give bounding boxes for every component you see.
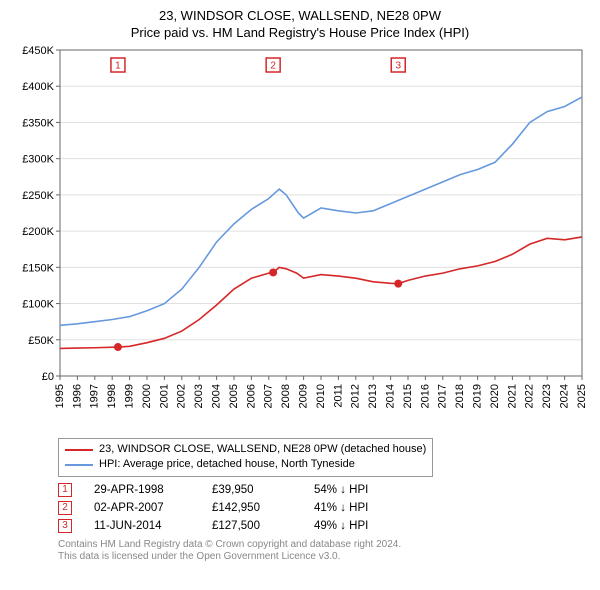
svg-text:2025: 2025 xyxy=(576,384,588,408)
footer-line: This data is licensed under the Open Gov… xyxy=(58,551,578,564)
svg-text:1995: 1995 xyxy=(54,384,66,408)
transaction-date: 29-APR-1998 xyxy=(94,484,190,496)
transaction-delta: 54% ↓ HPI xyxy=(314,484,368,496)
svg-text:1: 1 xyxy=(115,61,121,72)
legend-swatch xyxy=(65,449,93,451)
svg-text:2017: 2017 xyxy=(437,384,449,408)
svg-text:2021: 2021 xyxy=(506,384,518,408)
svg-text:2: 2 xyxy=(270,61,276,72)
svg-text:2018: 2018 xyxy=(454,384,466,408)
svg-text:£450K: £450K xyxy=(22,45,54,57)
svg-text:2009: 2009 xyxy=(298,384,310,408)
svg-text:2002: 2002 xyxy=(176,384,188,408)
legend-row: 23, WINDSOR CLOSE, WALLSEND, NE28 0PW (d… xyxy=(65,442,426,457)
transaction-marker: 3 xyxy=(58,519,72,533)
svg-text:2016: 2016 xyxy=(419,384,431,408)
svg-text:2011: 2011 xyxy=(332,384,344,408)
svg-text:£400K: £400K xyxy=(22,81,54,93)
svg-text:£350K: £350K xyxy=(22,117,54,129)
svg-text:£150K: £150K xyxy=(22,262,54,274)
svg-text:1999: 1999 xyxy=(124,384,136,408)
transaction-row: 3 11-JUN-2014 £127,500 49% ↓ HPI xyxy=(58,519,588,533)
svg-text:2012: 2012 xyxy=(350,384,362,408)
svg-text:2007: 2007 xyxy=(263,384,275,408)
attribution-footer: Contains HM Land Registry data © Crown c… xyxy=(58,539,578,564)
svg-text:2005: 2005 xyxy=(228,384,240,408)
svg-text:1996: 1996 xyxy=(71,384,83,408)
transaction-price: £39,950 xyxy=(212,484,292,496)
svg-text:2003: 2003 xyxy=(193,384,205,408)
svg-text:2010: 2010 xyxy=(315,384,327,408)
svg-text:£50K: £50K xyxy=(28,335,54,347)
legend-row: HPI: Average price, detached house, Nort… xyxy=(65,457,426,472)
chart-title: 23, WINDSOR CLOSE, WALLSEND, NE28 0PW xyxy=(12,8,588,25)
svg-text:2004: 2004 xyxy=(211,384,223,408)
footer-line: Contains HM Land Registry data © Crown c… xyxy=(58,539,578,552)
transaction-row: 1 29-APR-1998 £39,950 54% ↓ HPI xyxy=(58,483,588,497)
transaction-delta: 49% ↓ HPI xyxy=(314,520,368,532)
svg-text:£0: £0 xyxy=(42,371,54,383)
transaction-price: £127,500 xyxy=(212,520,292,532)
chart-subtitle: Price paid vs. HM Land Registry's House … xyxy=(12,25,588,40)
legend: 23, WINDSOR CLOSE, WALLSEND, NE28 0PW (d… xyxy=(58,438,433,477)
svg-text:2013: 2013 xyxy=(367,384,379,408)
transaction-row: 2 02-APR-2007 £142,950 41% ↓ HPI xyxy=(58,501,588,515)
svg-text:2019: 2019 xyxy=(472,384,484,408)
svg-text:1998: 1998 xyxy=(106,384,118,408)
transaction-date: 11-JUN-2014 xyxy=(94,520,190,532)
line-chart-svg: £0 £50K £100K £150K £200K £250K £300K £350K £400… xyxy=(12,44,588,434)
svg-text:2006: 2006 xyxy=(245,384,257,408)
transaction-marker: 1 xyxy=(58,483,72,497)
transaction-date: 02-APR-2007 xyxy=(94,502,190,514)
legend-swatch xyxy=(65,464,93,466)
transaction-marker: 2 xyxy=(58,501,72,515)
chart-plot-area: £0 £50K £100K £150K £200K £250K £300K £350K £400… xyxy=(12,44,588,434)
svg-text:1997: 1997 xyxy=(89,384,101,408)
svg-text:2008: 2008 xyxy=(280,384,292,408)
transaction-price: £142,950 xyxy=(212,502,292,514)
svg-text:2022: 2022 xyxy=(524,384,536,408)
legend-label: 23, WINDSOR CLOSE, WALLSEND, NE28 0PW (d… xyxy=(99,442,426,457)
svg-text:£250K: £250K xyxy=(22,190,54,202)
svg-text:2000: 2000 xyxy=(141,384,153,408)
legend-label: HPI: Average price, detached house, Nort… xyxy=(99,457,355,472)
transaction-delta: 41% ↓ HPI xyxy=(314,502,368,514)
svg-text:2023: 2023 xyxy=(541,384,553,408)
svg-text:£100K: £100K xyxy=(22,298,54,310)
transactions-table: 1 29-APR-1998 £39,950 54% ↓ HPI 2 02-APR-2007… xyxy=(58,483,588,533)
svg-text:2015: 2015 xyxy=(402,384,414,408)
chart-container: 23, WINDSOR CLOSE, WALLSEND, NE28 0PW Pr… xyxy=(0,0,600,590)
svg-text:£200K: £200K xyxy=(22,226,54,238)
svg-text:2020: 2020 xyxy=(489,384,501,408)
svg-text:2014: 2014 xyxy=(385,384,397,408)
svg-text:2001: 2001 xyxy=(158,384,170,408)
svg-text:£300K: £300K xyxy=(22,154,54,166)
svg-text:2024: 2024 xyxy=(559,384,571,408)
svg-text:3: 3 xyxy=(395,61,401,72)
